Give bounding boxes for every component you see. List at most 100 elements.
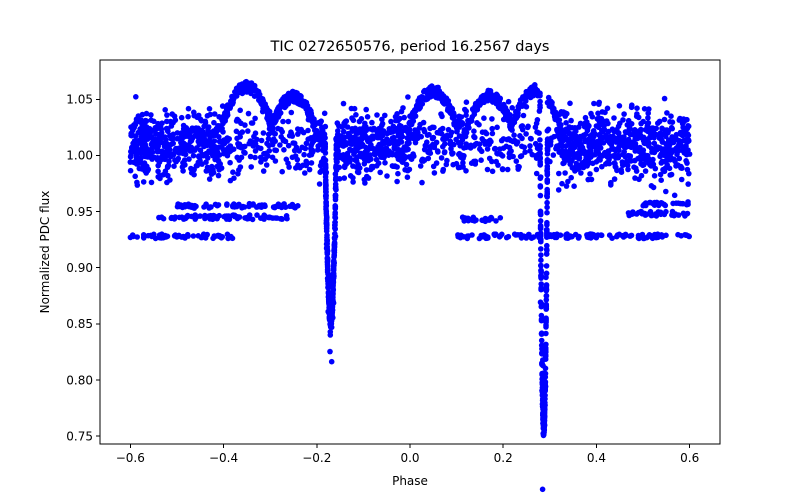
flux-point	[550, 105, 557, 112]
flux-point	[498, 151, 504, 158]
flux-point	[678, 176, 685, 183]
flux-point	[380, 147, 387, 153]
flux-point	[484, 146, 491, 152]
flux-point	[323, 228, 330, 234]
flux-point	[534, 231, 541, 238]
flux-point	[544, 147, 551, 154]
x-tick-label: 0.2	[494, 451, 513, 465]
flux-point	[163, 150, 169, 157]
flux-point	[494, 124, 500, 131]
flux-point	[247, 153, 254, 160]
flux-point	[669, 212, 675, 218]
flux-point	[462, 106, 468, 113]
flux-point	[323, 193, 329, 200]
flux-point	[227, 177, 234, 184]
flux-point	[686, 151, 693, 157]
flux-point	[396, 148, 403, 154]
flux-point	[154, 147, 161, 153]
flux-point	[367, 137, 373, 144]
flux-point	[609, 146, 615, 152]
flux-point	[359, 141, 365, 147]
flux-point	[669, 119, 676, 125]
flux-point	[333, 142, 340, 149]
flux-point	[129, 232, 136, 238]
flux-point	[545, 126, 552, 133]
flux-point	[652, 145, 659, 151]
flux-point	[258, 137, 265, 144]
flux-point	[519, 143, 525, 150]
flux-point	[650, 156, 656, 163]
flux-point	[669, 156, 676, 162]
flux-point	[349, 115, 355, 121]
flux-point	[431, 144, 438, 151]
flux-point	[281, 147, 287, 153]
x-axis-label: Phase	[392, 474, 428, 488]
flux-point	[239, 205, 245, 211]
flux-point	[663, 188, 669, 195]
flux-point	[382, 112, 388, 119]
flux-point	[389, 129, 396, 135]
flux-point	[641, 201, 647, 208]
flux-point	[199, 151, 205, 158]
flux-point	[509, 105, 515, 111]
flux-point	[543, 306, 549, 312]
flux-point	[429, 135, 436, 142]
flux-point	[170, 140, 176, 147]
flux-point	[544, 179, 551, 185]
flux-point	[463, 99, 470, 105]
flux-point	[631, 127, 638, 134]
flux-point	[578, 170, 584, 176]
flux-point	[537, 175, 544, 182]
flux-point	[389, 135, 396, 141]
flux-point	[431, 170, 438, 176]
flux-point	[127, 167, 134, 174]
flux-point	[220, 129, 226, 135]
flux-point	[606, 136, 612, 143]
flux-point	[266, 122, 273, 129]
flux-point	[324, 222, 330, 229]
flux-point	[331, 247, 337, 253]
flux-point	[156, 232, 163, 238]
flux-point	[624, 122, 631, 128]
flux-point	[325, 275, 332, 282]
flux-point	[565, 178, 571, 185]
flux-point	[185, 113, 191, 120]
flux-point	[252, 115, 258, 122]
flux-point	[356, 153, 363, 159]
flux-point	[190, 204, 196, 211]
flux-point	[289, 154, 296, 161]
flux-point	[391, 163, 398, 170]
flux-point	[484, 97, 491, 103]
flux-point	[669, 125, 675, 132]
flux-point	[500, 145, 507, 151]
flux-point	[265, 136, 272, 142]
flux-point	[152, 124, 159, 131]
flux-point	[302, 145, 309, 152]
flux-point	[640, 134, 647, 141]
flux-point	[190, 233, 197, 239]
flux-point	[457, 143, 464, 149]
flux-point	[544, 199, 550, 206]
flux-point	[546, 233, 552, 240]
flux-point	[638, 120, 644, 127]
flux-point	[135, 147, 141, 154]
flux-point	[259, 97, 266, 103]
flux-point	[595, 110, 601, 117]
flux-point	[584, 122, 591, 128]
flux-point	[556, 111, 563, 118]
flux-point	[543, 263, 550, 269]
flux-point	[563, 154, 570, 161]
flux-point	[395, 170, 401, 177]
flux-point	[655, 232, 662, 239]
flux-point	[131, 124, 137, 131]
flux-point	[290, 203, 297, 209]
flux-point	[133, 143, 140, 149]
flux-point	[206, 176, 213, 182]
flux-point	[658, 177, 664, 183]
flux-point	[295, 131, 301, 137]
flux-point	[148, 112, 154, 118]
flux-point	[573, 128, 579, 134]
flux-point	[502, 113, 509, 120]
flux-point	[198, 129, 205, 136]
flux-point	[437, 127, 444, 133]
